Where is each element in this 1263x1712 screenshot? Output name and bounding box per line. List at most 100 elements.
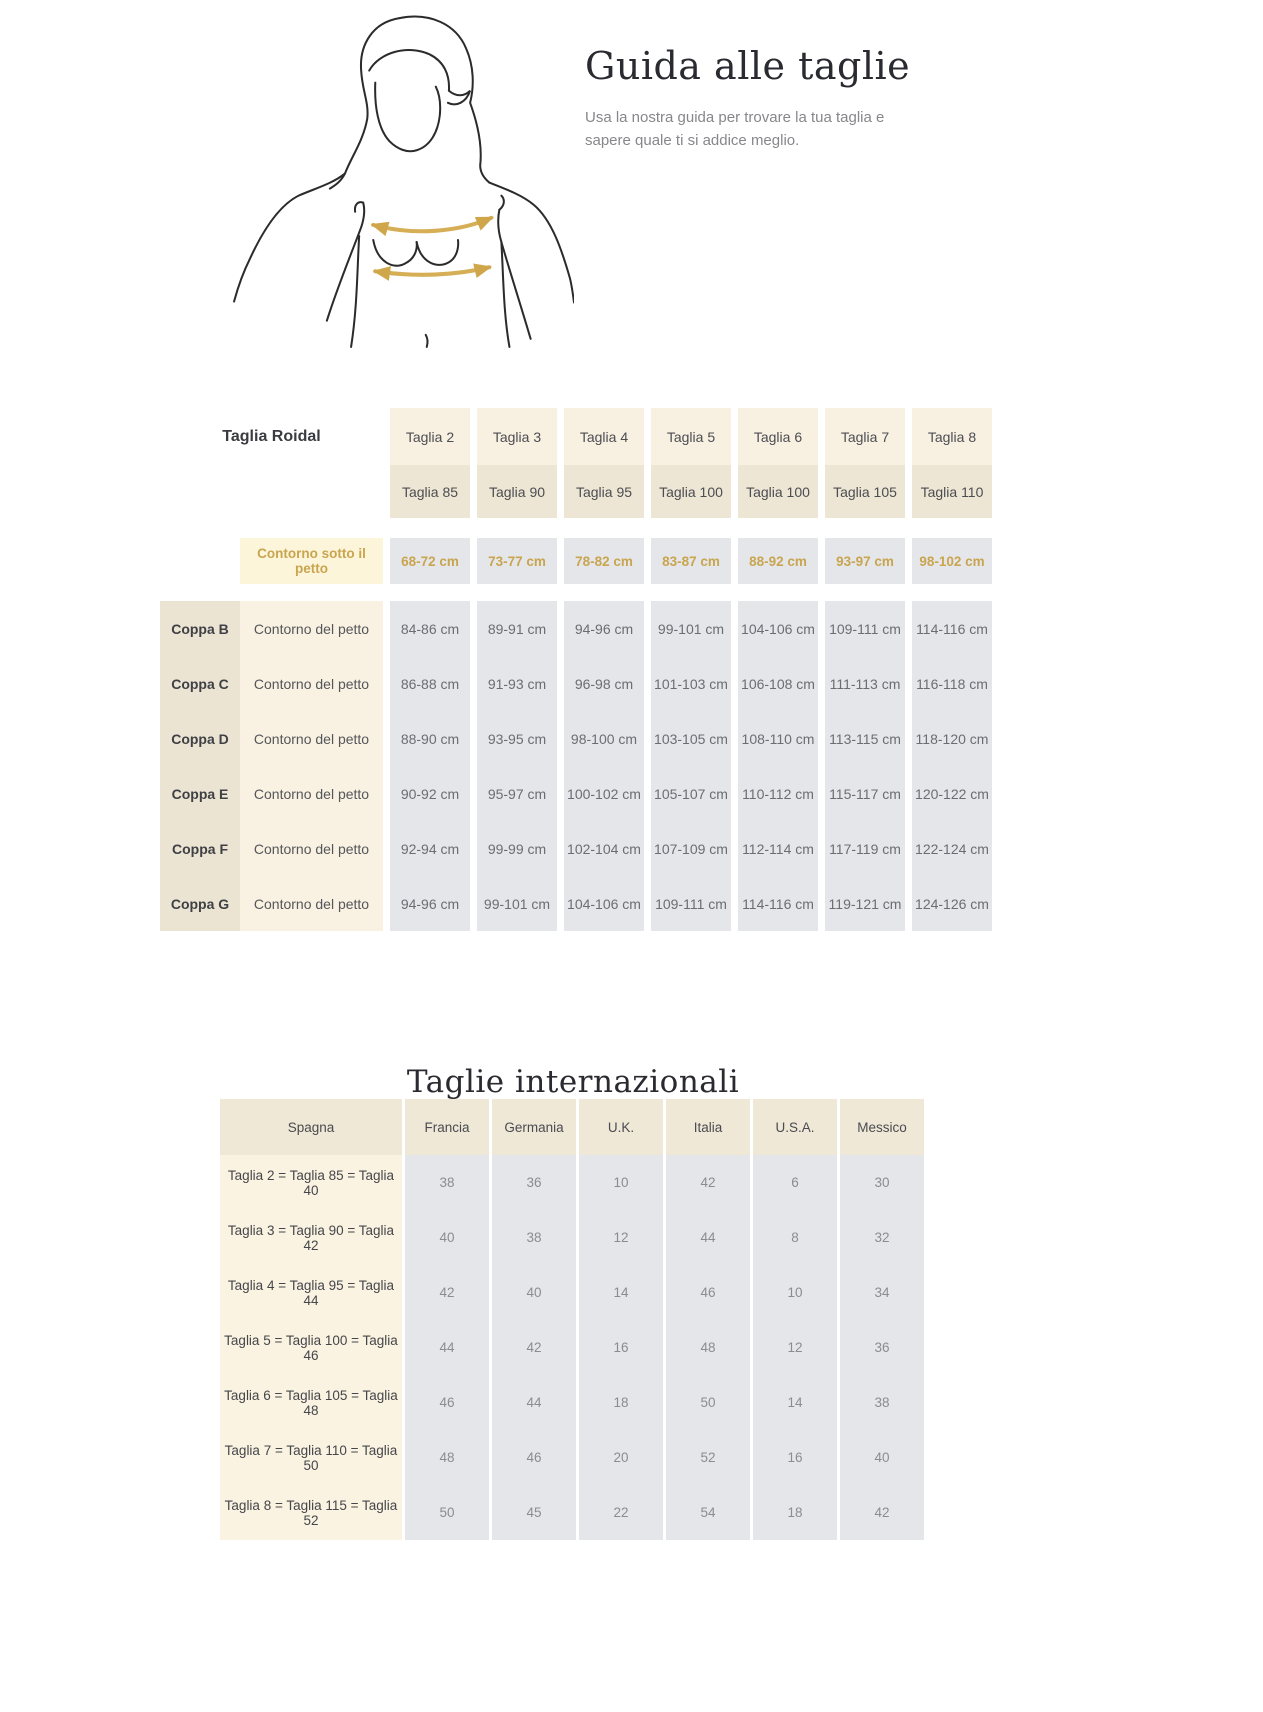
intl-size-label-cell: Taglia 7 = Taglia 110 = Taglia 50 <box>220 1430 402 1485</box>
intl-value-cell: 42 <box>840 1485 924 1540</box>
figure-outline <box>233 15 574 348</box>
intl-value-cell: 16 <box>753 1430 837 1485</box>
taglia-eu-header-cell: Taglia 95 <box>564 465 644 518</box>
table-row: Taglia Roidal Taglia 2 Taglia 3 Taglia 4 Tag… <box>160 408 992 465</box>
table-row: Taglia 8 = Taglia 115 = Taglia 52 50 45 22 5… <box>220 1485 924 1540</box>
intl-value-cell: 44 <box>666 1210 750 1265</box>
measurement-cell: 99-101 cm <box>477 876 557 931</box>
intl-header-cell: Germania <box>492 1099 576 1155</box>
measurement-cell: 105-107 cm <box>651 766 731 821</box>
taglia-header-cell: Taglia 3 <box>477 408 557 465</box>
measurement-cell: 116-118 cm <box>912 656 992 711</box>
bust-measurement-illustration <box>233 15 574 348</box>
measurement-cell: 96-98 cm <box>564 656 644 711</box>
taglia-eu-header-cell: Taglia 105 <box>825 465 905 518</box>
intl-value-cell: 14 <box>579 1265 663 1320</box>
measurement-cell: 122-124 cm <box>912 821 992 876</box>
intl-header-cell: U.K. <box>579 1099 663 1155</box>
underbust-value-cell: 93-97 cm <box>825 538 905 584</box>
measurement-cell: 102-104 cm <box>564 821 644 876</box>
intl-value-cell: 20 <box>579 1430 663 1485</box>
intl-value-cell: 32 <box>840 1210 924 1265</box>
underbust-value-cell: 88-92 cm <box>738 538 818 584</box>
taglia-header-cell: Taglia 6 <box>738 408 818 465</box>
measurement-cell: 84-86 cm <box>390 601 470 656</box>
table-row: Taglia 4 = Taglia 95 = Taglia 44 42 40 14 46… <box>220 1265 924 1320</box>
intl-value-cell: 22 <box>579 1485 663 1540</box>
intl-header-cell: Francia <box>405 1099 489 1155</box>
measurement-cell: 109-111 cm <box>825 601 905 656</box>
measurement-cell: 98-100 cm <box>564 711 644 766</box>
measurement-cell: 95-97 cm <box>477 766 557 821</box>
measurement-cell: 112-114 cm <box>738 821 818 876</box>
table-row: Taglia 5 = Taglia 100 = Taglia 46 44 42 16 4… <box>220 1320 924 1375</box>
underbust-value-cell: 78-82 cm <box>564 538 644 584</box>
intl-value-cell: 44 <box>405 1320 489 1375</box>
underbust-row-spacer <box>160 538 240 584</box>
measurement-cell: 94-96 cm <box>390 876 470 931</box>
bust-measure-label-cell: Contorno del petto <box>240 601 383 656</box>
measurement-cell: 88-90 cm <box>390 711 470 766</box>
intl-value-cell: 42 <box>492 1320 576 1375</box>
intl-size-label-cell: Taglia 5 = Taglia 100 = Taglia 46 <box>220 1320 402 1375</box>
taglia-header-cell: Taglia 2 <box>390 408 470 465</box>
table-row: Contorno sotto il petto 68-72 cm 73-77 cm 7… <box>160 538 992 584</box>
measurement-cell: 101-103 cm <box>651 656 731 711</box>
taglia-header-cell: Taglia 7 <box>825 408 905 465</box>
underbust-value-cell: 68-72 cm <box>390 538 470 584</box>
intl-header-cell: U.S.A. <box>753 1099 837 1155</box>
taglia-eu-header-cell: Taglia 85 <box>390 465 470 518</box>
measurement-cell: 94-96 cm <box>564 601 644 656</box>
cup-label-cell: Coppa F <box>160 821 240 876</box>
intl-value-cell: 44 <box>492 1375 576 1430</box>
table-row: Coppa C Contorno del petto 86-88 cm 91-93 c… <box>160 656 992 711</box>
measurement-cell: 107-109 cm <box>651 821 731 876</box>
measurement-cell: 104-106 cm <box>738 601 818 656</box>
intl-header-cell: Messico <box>840 1099 924 1155</box>
row-label-spacer <box>160 465 383 518</box>
intl-value-cell: 16 <box>579 1320 663 1375</box>
intl-value-cell: 50 <box>666 1375 750 1430</box>
intl-value-cell: 18 <box>753 1485 837 1540</box>
intl-value-cell: 8 <box>753 1210 837 1265</box>
intl-size-label-cell: Taglia 3 = Taglia 90 = Taglia 42 <box>220 1210 402 1265</box>
measurement-cell: 104-106 cm <box>564 876 644 931</box>
underbust-value-cell: 98-102 cm <box>912 538 992 584</box>
measurement-cell: 115-117 cm <box>825 766 905 821</box>
intl-value-cell: 6 <box>753 1155 837 1210</box>
intl-value-cell: 46 <box>492 1430 576 1485</box>
taglia-header-cell: Taglia 4 <box>564 408 644 465</box>
intl-value-cell: 46 <box>405 1375 489 1430</box>
intl-value-cell: 48 <box>666 1320 750 1375</box>
intl-value-cell: 10 <box>753 1265 837 1320</box>
hero-text: Guida alle taglie Usa la nostra guida pe… <box>585 45 955 152</box>
taglia-header-cell: Taglia 5 <box>651 408 731 465</box>
measurement-cell: 120-122 cm <box>912 766 992 821</box>
measurement-cell: 114-116 cm <box>738 876 818 931</box>
measurement-cell: 124-126 cm <box>912 876 992 931</box>
measurement-cell: 119-121 cm <box>825 876 905 931</box>
measurement-cell: 114-116 cm <box>912 601 992 656</box>
bust-measure-label-cell: Contorno del petto <box>240 821 383 876</box>
measurement-cell: 99-99 cm <box>477 821 557 876</box>
intl-value-cell: 40 <box>492 1265 576 1320</box>
bust-measure-label-cell: Contorno del petto <box>240 711 383 766</box>
measurement-cell: 89-91 cm <box>477 601 557 656</box>
measurement-cell: 109-111 cm <box>651 876 731 931</box>
intl-value-cell: 36 <box>840 1320 924 1375</box>
intl-value-cell: 40 <box>840 1430 924 1485</box>
cup-label-cell: Coppa D <box>160 711 240 766</box>
intl-value-cell: 14 <box>753 1375 837 1430</box>
underbust-value-cell: 83-87 cm <box>651 538 731 584</box>
table-row: Taglia 2 = Taglia 85 = Taglia 40 38 36 10 42… <box>220 1155 924 1210</box>
cup-label-cell: Coppa B <box>160 601 240 656</box>
intl-value-cell: 10 <box>579 1155 663 1210</box>
measurement-cell: 103-105 cm <box>651 711 731 766</box>
table-row: Taglia 3 = Taglia 90 = Taglia 42 40 38 12 44… <box>220 1210 924 1265</box>
intl-size-label-cell: Taglia 8 = Taglia 115 = Taglia 52 <box>220 1485 402 1540</box>
table-row: Taglia 6 = Taglia 105 = Taglia 48 46 44 18 5… <box>220 1375 924 1430</box>
intl-value-cell: 45 <box>492 1485 576 1540</box>
cup-label-cell: Coppa E <box>160 766 240 821</box>
table-row: Coppa D Contorno del petto 88-90 cm 93-95 c… <box>160 711 992 766</box>
